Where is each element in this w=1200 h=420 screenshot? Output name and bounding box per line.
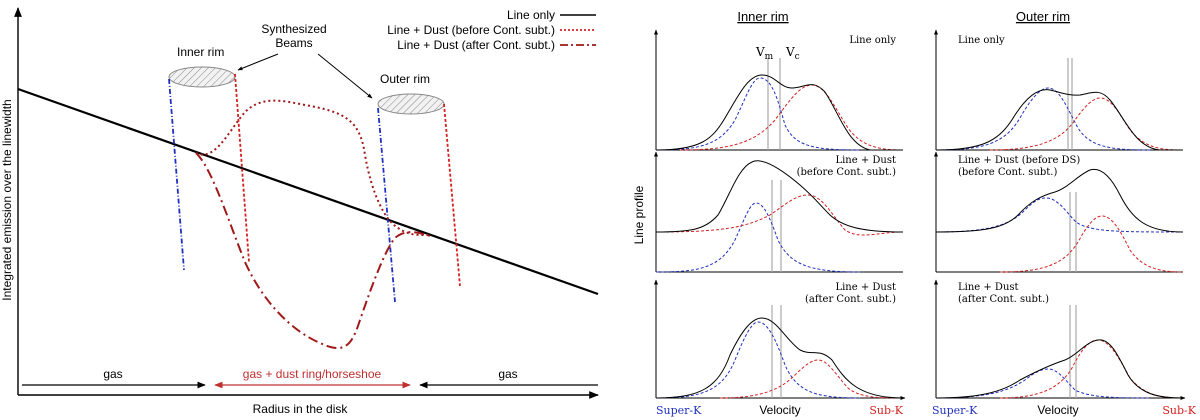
legend-label-before: Line + Dust (before Cont. subt.) <box>387 23 555 37</box>
inner-beam-blue-edge <box>168 78 185 271</box>
red-component <box>999 339 1184 399</box>
legend: Line only Line + Dust (before Cont. subt… <box>387 8 596 52</box>
panel-label-line1: Line + Dust <box>835 155 896 166</box>
total-profile <box>655 160 904 233</box>
inner-super-k-label: Super-K <box>656 404 702 417</box>
col-title-inner: Inner rim <box>737 9 788 24</box>
line-only-curve <box>17 87 599 296</box>
right-panels: Inner rim Outer rim Line profile Vm Vc L… <box>632 9 1197 417</box>
panel-inner-mid: Line + Dust (before Cont. subt.) <box>655 155 904 273</box>
panel-label-line1: Line + Dust <box>958 282 1019 293</box>
before-cont-subt-curve <box>195 99 429 237</box>
vc-label: Vc <box>785 45 800 62</box>
panel-label: Line only <box>958 35 1005 46</box>
outer-beam-blue-edge <box>377 107 396 303</box>
inner-beam-ellipse <box>168 66 236 88</box>
vm-label: Vm <box>755 45 774 62</box>
outer-beam-red-edge <box>443 103 461 287</box>
panel-label-line1: Line + Dust (before DS) <box>958 155 1080 166</box>
total-profile <box>655 74 903 151</box>
after-cont-subt-curve <box>195 152 431 349</box>
beams-arrow-outer <box>317 53 373 99</box>
vm-label-v: V <box>755 45 765 59</box>
outer-velocity-label: Velocity <box>1037 403 1078 417</box>
panel-label-line2: (after Cont. subt.) <box>958 294 1049 305</box>
red-component <box>989 97 1184 151</box>
panel-outer-top: Line only <box>935 35 1184 151</box>
left-x-label: Radius in the disk <box>253 402 349 416</box>
panel-label-line2: (before Cont. subt.) <box>797 167 896 178</box>
panel-label-line1: Line + Dust <box>835 282 896 293</box>
red-component <box>679 84 904 151</box>
total-profile <box>935 339 1184 399</box>
inner-beam-red-edge <box>234 73 250 263</box>
left-y-label: Integrated emission over the linewidth <box>0 99 14 300</box>
outer-rim-label: Outer rim <box>380 72 430 86</box>
legend-label-line-only: Line only <box>507 8 555 22</box>
total-profile <box>655 317 904 399</box>
total-profile <box>935 89 1183 151</box>
beams-label-line2: Beams <box>275 36 312 50</box>
beams-label-line1: Synthesized <box>261 22 326 36</box>
blue-component <box>655 202 861 273</box>
inner-velocity-label: Velocity <box>759 403 800 417</box>
inner-sub-k-label: Sub-K <box>869 404 903 417</box>
panel-inner-bot: Line + Dust (after Cont. subt.) <box>655 282 904 399</box>
beams-arrow-inner <box>237 53 279 71</box>
panel-outer-mid: Line + Dust (before DS) (before Cont. su… <box>935 155 1184 273</box>
panel-inner-top: Vm Vc Line only <box>655 35 904 151</box>
right-y-label: Line profile <box>632 185 646 244</box>
vm-label-sub: m <box>765 52 774 62</box>
vc-label-sub: c <box>795 52 800 62</box>
inner-rim-label: Inner rim <box>177 45 224 59</box>
blue-component <box>935 368 1151 399</box>
left-diagram: Integrated emission over the linewidth R… <box>0 7 599 416</box>
blue-component <box>935 197 1184 233</box>
panel-label-line2: (after Cont. subt.) <box>805 294 896 305</box>
gas-right-label: gas <box>498 367 517 381</box>
ring-label: gas + dust ring/horseshoe <box>243 367 382 381</box>
outer-super-k-label: Super-K <box>932 404 978 417</box>
total-profile <box>935 168 1184 233</box>
panel-label: Line only <box>849 35 896 46</box>
vc-label-v: V <box>785 45 795 59</box>
panel-outer-bot: Line + Dust (after Cont. subt.) <box>935 282 1184 399</box>
blue-component <box>655 77 861 151</box>
gas-left-label: gas <box>103 367 122 381</box>
col-title-outer: Outer rim <box>1016 9 1070 24</box>
panel-label-line2: (before Cont. subt.) <box>958 167 1057 178</box>
legend-label-after: Line + Dust (after Cont. subt.) <box>397 38 555 52</box>
blue-component <box>655 321 861 399</box>
red-component <box>999 215 1184 273</box>
outer-beam-ellipse <box>377 93 445 115</box>
outer-sub-k-label: Sub-K <box>1162 404 1196 417</box>
red-component <box>655 194 904 236</box>
red-component <box>719 359 904 399</box>
blue-component <box>935 87 1151 151</box>
